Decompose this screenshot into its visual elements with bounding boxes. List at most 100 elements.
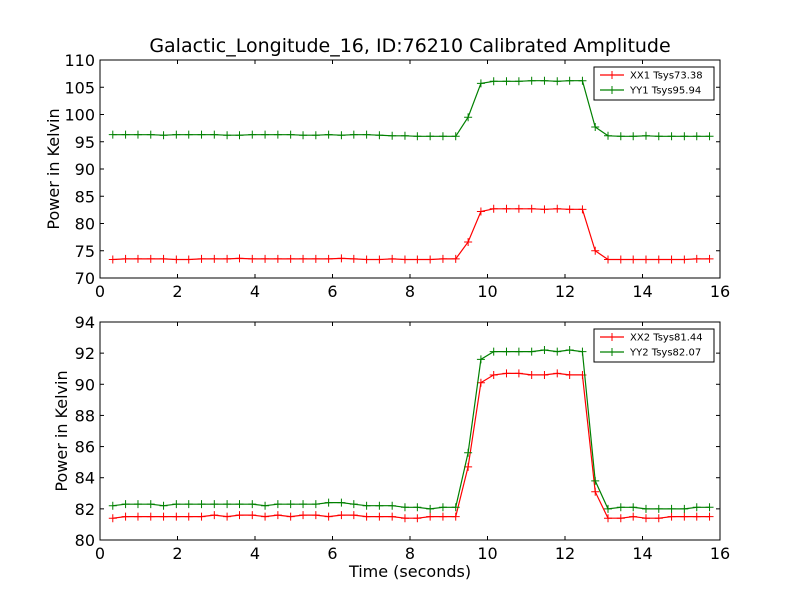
- data-point: [705, 512, 714, 521]
- data-point: [464, 448, 473, 457]
- data-point: [121, 512, 130, 521]
- data-point: [705, 254, 714, 263]
- x-tick-label: 6: [327, 282, 337, 301]
- legend-marker: [608, 348, 616, 356]
- data-point: [604, 255, 613, 264]
- series-line-xx2: [112, 372, 710, 519]
- data-point: [438, 512, 447, 521]
- x-tick-label: 0: [95, 282, 105, 301]
- data-point: [553, 347, 562, 356]
- data-point: [591, 487, 600, 496]
- data-point: [121, 130, 130, 139]
- data-point: [553, 77, 562, 86]
- x-tick-label: 8: [405, 282, 415, 301]
- legend-marker: [608, 333, 616, 341]
- x-tick-label: 4: [250, 544, 260, 563]
- data-point: [286, 254, 295, 263]
- data-point: [210, 511, 219, 520]
- y-tick-label: 110: [64, 51, 95, 70]
- x-tick-label: 0: [95, 544, 105, 563]
- data-point: [248, 254, 257, 263]
- data-point: [261, 130, 270, 139]
- data-point: [324, 498, 333, 507]
- data-point: [654, 255, 663, 264]
- data-point: [108, 514, 117, 523]
- data-point: [235, 500, 244, 509]
- y-tick-label: 80: [75, 215, 95, 234]
- data-point: [438, 132, 447, 141]
- data-point: [362, 501, 371, 510]
- data-point: [121, 254, 130, 263]
- data-point: [654, 514, 663, 523]
- data-point: [565, 346, 574, 355]
- data-point: [451, 512, 460, 521]
- data-point: [667, 512, 676, 521]
- data-point: [299, 511, 308, 520]
- data-point: [324, 254, 333, 263]
- data-point: [641, 514, 650, 523]
- data-point: [641, 504, 650, 513]
- data-point: [375, 131, 384, 140]
- data-point: [273, 130, 282, 139]
- data-point: [299, 131, 308, 140]
- data-point: [438, 254, 447, 263]
- x-tick-label: 10: [477, 282, 497, 301]
- data-point: [527, 347, 536, 356]
- data-point: [286, 512, 295, 521]
- data-point: [362, 512, 371, 521]
- y-tick-label: 105: [64, 78, 95, 97]
- y-tick-label: 86: [75, 438, 95, 457]
- data-point: [261, 254, 270, 263]
- x-tick-label: 10: [477, 544, 497, 563]
- data-point: [629, 503, 638, 512]
- y-tick-label: 80: [75, 531, 95, 550]
- data-point: [413, 132, 422, 141]
- top-y-axis-label: Power in Kelvin: [44, 108, 63, 229]
- data-point: [133, 130, 142, 139]
- data-point: [223, 131, 232, 140]
- data-point: [324, 130, 333, 139]
- data-point: [451, 254, 460, 263]
- data-point: [426, 504, 435, 513]
- data-point: [476, 79, 485, 88]
- data-point: [210, 254, 219, 263]
- data-point: [489, 77, 498, 86]
- y-tick-label: 84: [75, 469, 95, 488]
- data-point: [108, 501, 117, 510]
- data-point: [489, 347, 498, 356]
- data-point: [375, 255, 384, 264]
- data-point: [324, 512, 333, 521]
- legend-label: YY1 Tsys95.94: [629, 86, 701, 97]
- x-tick-label: 4: [250, 282, 260, 301]
- data-point: [349, 254, 358, 263]
- data-point: [464, 238, 473, 247]
- x-tick-label: 16: [710, 544, 730, 563]
- data-point: [692, 132, 701, 141]
- data-point: [464, 113, 473, 122]
- legend-label: YY2 Tsys82.07: [629, 348, 701, 359]
- data-point: [540, 346, 549, 355]
- data-point: [146, 130, 155, 139]
- data-point: [159, 131, 168, 140]
- data-point: [362, 255, 371, 264]
- data-point: [591, 476, 600, 485]
- data-point: [388, 512, 397, 521]
- data-point: [578, 205, 587, 214]
- x-tick-label: 6: [327, 544, 337, 563]
- y-tick-label: 100: [64, 106, 95, 125]
- data-point: [197, 500, 206, 509]
- data-point: [311, 511, 320, 520]
- data-point: [248, 130, 257, 139]
- data-point: [337, 511, 346, 520]
- y-tick-label: 85: [75, 187, 95, 206]
- data-point: [502, 347, 511, 356]
- data-point: [502, 369, 511, 378]
- data-point: [489, 370, 498, 379]
- x-tick-label: 2: [172, 282, 182, 301]
- legend-marker: [608, 71, 616, 79]
- data-point: [629, 255, 638, 264]
- data-point: [133, 500, 142, 509]
- data-point: [476, 207, 485, 216]
- data-point: [248, 500, 257, 509]
